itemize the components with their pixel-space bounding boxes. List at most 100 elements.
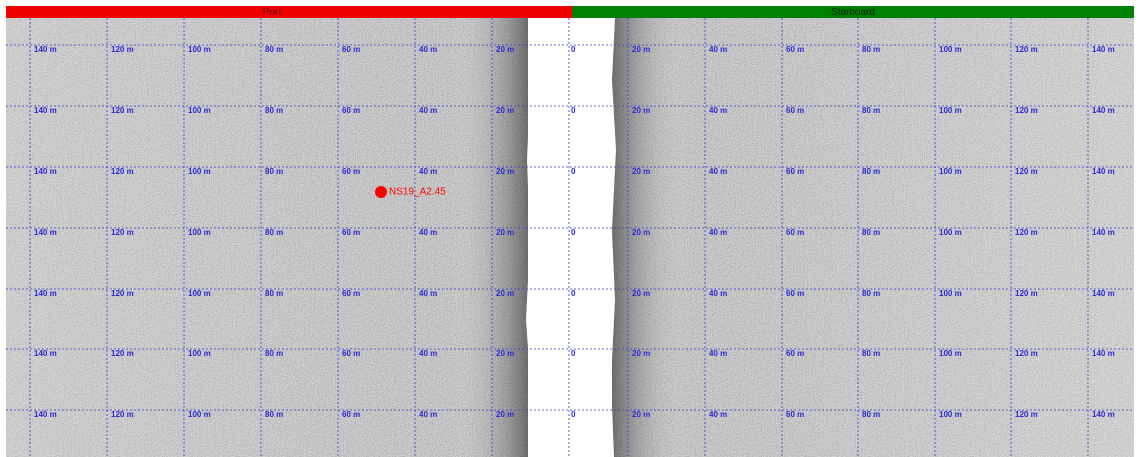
range-label: 40 m <box>709 106 727 115</box>
page: Port Starboard 140 m120 m100 m80 m60 m40… <box>0 0 1140 457</box>
range-label: 140 m <box>34 167 57 176</box>
range-label: 60 m <box>786 289 804 298</box>
range-label: 120 m <box>1015 167 1038 176</box>
range-label: 20 m <box>632 289 650 298</box>
range-label: 60 m <box>786 228 804 237</box>
range-label: 80 m <box>265 167 283 176</box>
range-label: 0 <box>571 289 576 298</box>
range-label: 120 m <box>111 106 134 115</box>
range-label: 60 m <box>342 228 360 237</box>
range-label: 60 m <box>342 106 360 115</box>
range-label: 40 m <box>709 410 727 419</box>
range-label: 100 m <box>188 410 211 419</box>
range-label: 40 m <box>709 45 727 54</box>
range-label: 140 m <box>34 289 57 298</box>
range-label: 80 m <box>862 410 880 419</box>
range-label: 40 m <box>419 106 437 115</box>
range-label: 120 m <box>1015 410 1038 419</box>
range-label: 120 m <box>1015 106 1038 115</box>
range-label: 0 <box>571 106 576 115</box>
range-label: 140 m <box>1092 410 1115 419</box>
range-label: 80 m <box>265 228 283 237</box>
range-label: 20 m <box>496 106 514 115</box>
range-label: 80 m <box>862 289 880 298</box>
range-label: 40 m <box>709 349 727 358</box>
range-label: 20 m <box>496 349 514 358</box>
range-label: 80 m <box>862 45 880 54</box>
range-label: 100 m <box>188 45 211 54</box>
range-label: 60 m <box>786 45 804 54</box>
starboard-shade <box>612 18 1134 457</box>
range-label: 40 m <box>419 410 437 419</box>
range-label: 40 m <box>709 167 727 176</box>
range-label: 140 m <box>34 410 57 419</box>
range-label: 120 m <box>111 410 134 419</box>
range-label: 100 m <box>188 289 211 298</box>
range-label: 20 m <box>632 228 650 237</box>
range-label: 20 m <box>632 167 650 176</box>
range-label: 60 m <box>342 289 360 298</box>
range-label: 80 m <box>862 228 880 237</box>
range-label: 20 m <box>496 45 514 54</box>
range-label: 80 m <box>862 106 880 115</box>
range-label: 60 m <box>786 410 804 419</box>
range-label: 120 m <box>111 167 134 176</box>
range-label: 80 m <box>862 167 880 176</box>
range-label: 0 <box>571 410 576 419</box>
target-marker[interactable] <box>375 186 387 198</box>
range-label: 20 m <box>632 106 650 115</box>
range-label: 0 <box>571 45 576 54</box>
range-label: 100 m <box>939 289 962 298</box>
range-label: 60 m <box>342 410 360 419</box>
range-label: 140 m <box>1092 289 1115 298</box>
range-label: 140 m <box>1092 167 1115 176</box>
range-label: 0 <box>571 228 576 237</box>
range-label: 100 m <box>188 349 211 358</box>
range-label: 100 m <box>939 45 962 54</box>
range-label: 100 m <box>939 410 962 419</box>
range-label: 100 m <box>188 167 211 176</box>
starboard-title: Starboard <box>831 7 875 18</box>
range-label: 80 m <box>862 349 880 358</box>
range-label: 0 <box>571 167 576 176</box>
range-label: 20 m <box>496 167 514 176</box>
range-label: 100 m <box>939 106 962 115</box>
range-label: 140 m <box>34 349 57 358</box>
range-label: 40 m <box>419 228 437 237</box>
range-label: 140 m <box>34 45 57 54</box>
range-label: 80 m <box>265 289 283 298</box>
range-label: 120 m <box>111 45 134 54</box>
range-label: 80 m <box>265 45 283 54</box>
range-label: 60 m <box>342 349 360 358</box>
range-label: 60 m <box>786 167 804 176</box>
range-label: 80 m <box>265 410 283 419</box>
range-label: 140 m <box>1092 45 1115 54</box>
range-label: 100 m <box>939 349 962 358</box>
range-label: 60 m <box>786 349 804 358</box>
range-label: 140 m <box>1092 349 1115 358</box>
range-label: 120 m <box>111 349 134 358</box>
target-label[interactable]: NS19_A2.45 <box>389 187 446 198</box>
range-label: 60 m <box>342 45 360 54</box>
range-label: 140 m <box>1092 228 1115 237</box>
range-label: 20 m <box>632 349 650 358</box>
range-label: 100 m <box>188 106 211 115</box>
range-label: 140 m <box>1092 106 1115 115</box>
water-column <box>526 18 616 457</box>
range-label: 80 m <box>265 106 283 115</box>
range-label: 100 m <box>188 228 211 237</box>
range-label: 0 <box>571 349 576 358</box>
range-label: 20 m <box>632 45 650 54</box>
range-label: 40 m <box>419 349 437 358</box>
range-label: 40 m <box>709 228 727 237</box>
range-label: 140 m <box>34 228 57 237</box>
port-bar <box>6 6 572 18</box>
port-shade <box>6 18 528 457</box>
range-label: 120 m <box>1015 228 1038 237</box>
range-label: 20 m <box>496 410 514 419</box>
sonar-view: Port Starboard 140 m120 m100 m80 m60 m40… <box>0 0 1140 457</box>
range-label: 100 m <box>939 167 962 176</box>
range-label: 60 m <box>786 106 804 115</box>
range-label: 40 m <box>419 289 437 298</box>
range-label: 100 m <box>939 228 962 237</box>
